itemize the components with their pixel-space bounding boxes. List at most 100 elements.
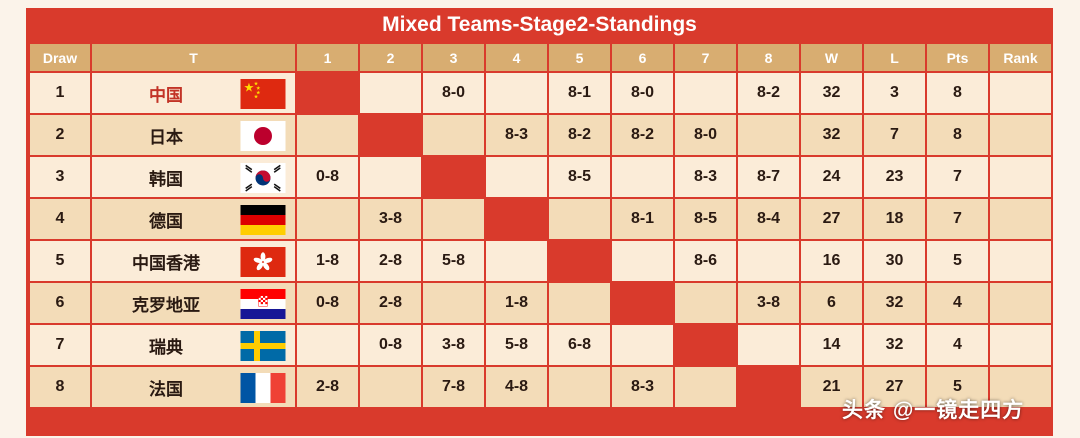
losses-cell: 7 — [864, 115, 925, 155]
result-cell: 3-8 — [423, 325, 484, 365]
header-row: Draw T 1 2 3 4 5 6 7 8 W L Pts Rank — [30, 44, 1051, 71]
result-cell — [423, 199, 484, 239]
team-name: 韩国 — [149, 169, 183, 189]
result-cell — [297, 325, 358, 365]
points-cell: 7 — [927, 157, 988, 197]
result-cell — [612, 241, 673, 281]
header-col-8: 8 — [738, 44, 799, 71]
result-cell — [423, 115, 484, 155]
result-cell: 8-0 — [612, 73, 673, 113]
result-cell: 8-6 — [675, 241, 736, 281]
result-cell — [360, 367, 421, 407]
result-cell — [612, 325, 673, 365]
rank-cell — [990, 325, 1051, 365]
result-cell: 6-8 — [549, 325, 610, 365]
losses-cell: 32 — [864, 283, 925, 323]
diagonal-cell — [486, 199, 547, 239]
result-cell: 8-3 — [675, 157, 736, 197]
points-cell: 8 — [927, 73, 988, 113]
header-col-7: 7 — [675, 44, 736, 71]
header-col-5: 5 — [549, 44, 610, 71]
result-cell: 3-8 — [738, 283, 799, 323]
header-w: W — [801, 44, 862, 71]
team-cell: 中国香港 — [92, 241, 295, 281]
team-name: 德国 — [149, 211, 183, 231]
table-row: 2 日本 8-3 8-2 8-2 8-0 32 7 8 — [30, 115, 1051, 155]
team-cell: 日本 — [92, 115, 295, 155]
result-cell: 1-8 — [486, 283, 547, 323]
header-rank: Rank — [990, 44, 1051, 71]
table-row: 4 德国 3-8 8-1 8-5 8-4 27 18 7 — [30, 199, 1051, 239]
rank-cell — [990, 73, 1051, 113]
header-col-6: 6 — [612, 44, 673, 71]
team-name: 中国 — [149, 85, 183, 105]
croatia-flag-icon — [240, 289, 286, 319]
result-cell: 8-2 — [549, 115, 610, 155]
header-col-3: 3 — [423, 44, 484, 71]
germany-flag-icon — [240, 205, 286, 235]
result-cell: 5-8 — [423, 241, 484, 281]
draw-cell: 2 — [30, 115, 90, 155]
watermark: 头条 @一镜走四方 — [842, 399, 1025, 422]
hong-kong-flag-icon — [240, 247, 286, 277]
header-team: T — [92, 44, 295, 71]
table-title: Mixed Teams-Stage2-Standings — [382, 13, 697, 36]
draw-cell: 8 — [30, 367, 90, 407]
rank-cell — [990, 157, 1051, 197]
result-cell: 0-8 — [360, 325, 421, 365]
points-cell: 4 — [927, 325, 988, 365]
wins-cell: 32 — [801, 73, 862, 113]
losses-cell: 18 — [864, 199, 925, 239]
rank-cell — [990, 241, 1051, 281]
table-row: 8 法国 2-8 7-8 4-8 8-3 21 27 5 — [30, 367, 1051, 407]
result-cell: 3-8 — [360, 199, 421, 239]
table-row: 6 克罗地亚 0-8 2-8 1-8 3-8 6 32 4 — [30, 283, 1051, 323]
result-cell — [486, 73, 547, 113]
wins-cell: 27 — [801, 199, 862, 239]
result-cell: 8-0 — [423, 73, 484, 113]
diagonal-cell — [360, 115, 421, 155]
draw-cell: 4 — [30, 199, 90, 239]
losses-cell: 32 — [864, 325, 925, 365]
result-cell — [297, 115, 358, 155]
team-cell: 中国 ★ ★ ★ ★ ★ — [92, 73, 295, 113]
team-name: 日本 — [149, 127, 183, 147]
diagonal-cell — [738, 367, 799, 407]
header-col-4: 4 — [486, 44, 547, 71]
diagonal-cell — [675, 325, 736, 365]
result-cell — [486, 157, 547, 197]
losses-cell: 30 — [864, 241, 925, 281]
draw-cell: 5 — [30, 241, 90, 281]
sweden-flag-icon — [240, 331, 286, 361]
points-cell: 8 — [927, 115, 988, 155]
result-cell: 8-4 — [738, 199, 799, 239]
team-cell: 瑞典 — [92, 325, 295, 365]
standings-frame: Mixed Teams-Stage2-Standings Draw T 1 2 … — [26, 8, 1053, 436]
china-flag-icon: ★ ★ ★ ★ ★ — [240, 79, 286, 109]
team-cell: 法国 — [92, 367, 295, 407]
team-name: 法国 — [149, 379, 183, 399]
korea-flag-icon — [240, 163, 286, 193]
result-cell — [675, 73, 736, 113]
result-cell: 8-5 — [549, 157, 610, 197]
result-cell — [360, 73, 421, 113]
header-pts: Pts — [927, 44, 988, 71]
result-cell — [675, 283, 736, 323]
wins-cell: 16 — [801, 241, 862, 281]
wins-cell: 6 — [801, 283, 862, 323]
result-cell: 8-2 — [738, 73, 799, 113]
svg-text:★: ★ — [244, 82, 254, 94]
result-cell: 8-3 — [486, 115, 547, 155]
rank-cell — [990, 199, 1051, 239]
result-cell: 8-0 — [675, 115, 736, 155]
wins-cell: 21 — [801, 367, 862, 407]
team-name: 瑞典 — [149, 337, 183, 357]
svg-text:★: ★ — [254, 94, 259, 99]
diagonal-cell — [423, 157, 484, 197]
result-cell: 8-2 — [612, 115, 673, 155]
diagonal-cell — [297, 73, 358, 113]
wins-cell: 14 — [801, 325, 862, 365]
wins-cell: 32 — [801, 115, 862, 155]
result-cell — [549, 199, 610, 239]
result-cell — [612, 157, 673, 197]
